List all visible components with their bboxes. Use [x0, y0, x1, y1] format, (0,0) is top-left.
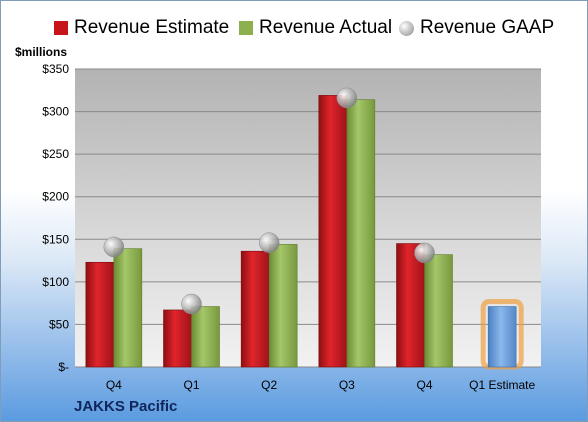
y-tick-label: $-: [58, 360, 69, 374]
legend-swatch-estimate: [54, 21, 68, 35]
legend-item-gaap: Revenue GAAP: [399, 15, 554, 41]
legend-label-actual: Revenue Actual: [259, 17, 393, 38]
x-tick-label: Q1: [183, 378, 199, 392]
bar-revenue-actual: [346, 99, 376, 368]
bar-revenue-actual: [113, 248, 143, 368]
legend-item-actual: Revenue Actual: [239, 15, 392, 41]
company-name: JAKKS Pacific: [74, 398, 178, 415]
y-tick-label: $50: [49, 317, 69, 331]
bar-revenue-estimate: [396, 243, 425, 368]
legend-label-estimate: Revenue Estimate: [74, 17, 230, 38]
bar-revenue-actual: [424, 254, 453, 368]
bar-revenue-estimate: [318, 95, 348, 368]
bar-revenue-actual: [268, 244, 298, 368]
y-tick-label: $200: [42, 190, 69, 204]
y-tick-label: $300: [42, 105, 69, 119]
legend-swatch-gaap: [399, 20, 414, 36]
legend-swatch-actual: [239, 21, 253, 35]
bar-revenue-estimate: [85, 261, 115, 368]
y-tick-label: $150: [42, 232, 69, 246]
point-revenue-gaap: [181, 293, 202, 315]
x-tick-label: Q4: [106, 378, 122, 392]
bar-revenue-estimate: [240, 250, 270, 368]
x-tick-label: Q2: [261, 378, 277, 392]
y-tick-label: $350: [42, 62, 69, 76]
x-tick-label: Q1 Estimate: [469, 378, 535, 392]
y-tick-label: $100: [42, 275, 69, 289]
y-axis-unit-label: $millions: [15, 45, 68, 59]
x-tick-label: Q3: [339, 378, 355, 392]
point-revenue-gaap: [414, 242, 435, 264]
x-tick-label: Q4: [416, 378, 432, 392]
plot-area: [75, 69, 541, 367]
bar-revenue-actual: [191, 306, 220, 368]
point-revenue-gaap: [336, 87, 358, 109]
legend: Revenue Estimate Revenue Actual Revenue …: [1, 15, 587, 41]
legend-label-gaap: Revenue GAAP: [420, 17, 555, 38]
bar-revenue-estimate: [163, 309, 192, 368]
point-revenue-gaap: [258, 232, 280, 253]
point-revenue-gaap: [103, 236, 125, 258]
legend-item-estimate: Revenue Estimate: [54, 15, 229, 41]
y-tick-label: $250: [42, 147, 69, 161]
bar-future-estimate: [487, 306, 517, 368]
